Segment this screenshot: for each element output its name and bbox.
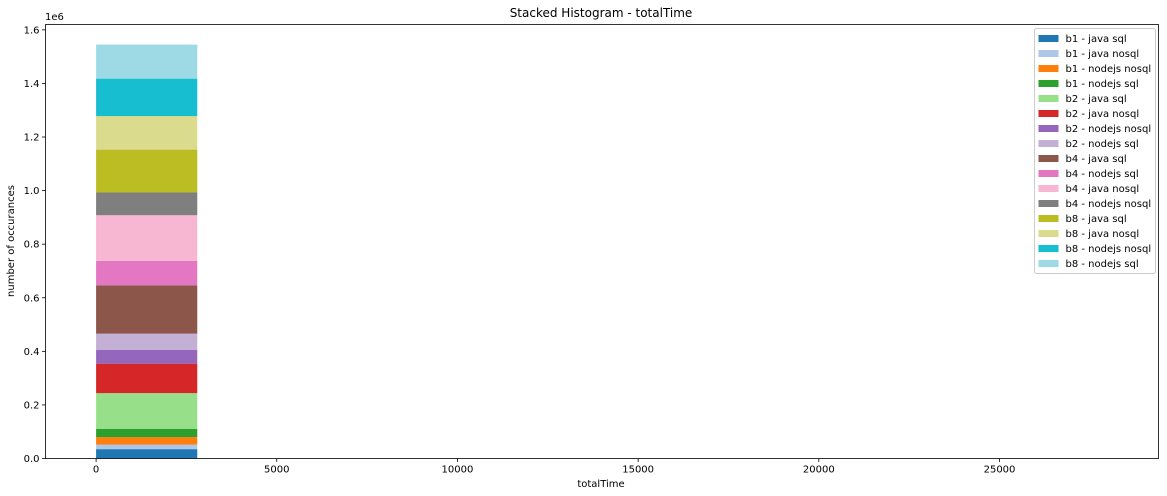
y-tick-label: 1.4 — [24, 79, 40, 90]
x-tick-label: 20000 — [803, 465, 835, 476]
legend-label: b4 - java sql — [1066, 154, 1127, 165]
legend-label: b1 - java nosql — [1066, 49, 1140, 60]
legend-swatch — [1038, 185, 1059, 192]
bar-segment-1 — [96, 444, 198, 450]
plot-bars — [96, 44, 198, 459]
x-tick-label: 5000 — [264, 465, 289, 476]
legend-label: b1 - java sql — [1066, 34, 1127, 45]
legend-swatch — [1038, 95, 1059, 102]
legend-label: b2 - nodejs nosql — [1066, 124, 1152, 135]
bar-segment-10 — [96, 215, 198, 261]
legend-label: b8 - java nosql — [1066, 229, 1140, 240]
legend-label: b2 - nodejs sql — [1066, 139, 1139, 150]
bar-segment-0 — [96, 449, 198, 459]
y-tick-label: 0.8 — [24, 240, 40, 251]
bar-segment-2 — [96, 437, 198, 445]
legend: b1 - java sql b1 - java nosql b1 - nodejs … — [1034, 28, 1156, 274]
legend-swatch — [1038, 65, 1059, 72]
bar-segment-15 — [96, 44, 198, 79]
legend-swatch — [1038, 35, 1059, 42]
x-tick-label: 25000 — [984, 465, 1016, 476]
y-tick-label: 0.2 — [24, 400, 40, 411]
y-tick-label: 0.6 — [24, 293, 40, 304]
legend-label: b2 - java nosql — [1066, 109, 1140, 120]
legend-swatch — [1038, 80, 1059, 87]
bar-segment-14 — [96, 78, 198, 117]
legend-swatch — [1038, 230, 1059, 237]
legend-label: b1 - nodejs sql — [1066, 79, 1139, 90]
legend-swatch — [1038, 110, 1059, 117]
x-tick-label: 10000 — [442, 465, 474, 476]
x-axis: 0 5000 10000 15000 20000 25000 — [93, 458, 1016, 476]
legend-swatch — [1038, 125, 1059, 132]
bar-segment-7 — [96, 333, 198, 350]
y-tick-label: 1.2 — [24, 133, 40, 144]
bar-segment-3 — [96, 428, 198, 438]
legend-label: b1 - nodejs nosql — [1066, 64, 1152, 75]
legend-label: b8 - java sql — [1066, 214, 1127, 225]
legend-swatch — [1038, 245, 1059, 252]
bar-segment-4 — [96, 393, 198, 429]
bar-segment-13 — [96, 116, 198, 150]
legend-label: b4 - nodejs nosql — [1066, 199, 1152, 210]
bar-segment-6 — [96, 349, 198, 364]
y-tick-label: 1.0 — [24, 186, 40, 197]
bar-segment-11 — [96, 192, 198, 216]
y-offset-label: 1e6 — [45, 12, 64, 23]
legend-swatch — [1038, 260, 1059, 267]
chart-title: Stacked Histogram - totalTime — [510, 6, 693, 20]
legend-swatch — [1038, 170, 1059, 177]
x-tick-label: 0 — [93, 465, 99, 476]
legend-label: b4 - nodejs sql — [1066, 169, 1139, 180]
bar-segment-9 — [96, 260, 198, 286]
y-axis: 0.0 0.2 0.4 0.6 0.8 1.0 1.2 1.4 1.6 — [24, 25, 46, 465]
y-axis-label: number of occurances — [6, 185, 17, 297]
legend-label: b8 - nodejs sql — [1066, 259, 1139, 270]
legend-label: b4 - java nosql — [1066, 184, 1140, 195]
legend-swatch — [1038, 200, 1059, 207]
legend-label: b2 - java sql — [1066, 94, 1127, 105]
legend-swatch — [1038, 140, 1059, 147]
bar-segment-5 — [96, 363, 198, 394]
y-tick-label: 1.6 — [24, 25, 40, 36]
legend-swatch — [1038, 215, 1059, 222]
x-tick-label: 15000 — [622, 465, 654, 476]
legend-swatch — [1038, 50, 1059, 57]
legend-swatch — [1038, 155, 1059, 162]
bar-segment-8 — [96, 285, 198, 334]
y-tick-label: 0.0 — [24, 454, 40, 465]
legend-label: b8 - nodejs nosql — [1066, 244, 1152, 255]
plot-frame — [45, 24, 1159, 459]
legend-box — [1034, 28, 1156, 274]
bar-segment-12 — [96, 149, 198, 193]
x-axis-label: totalTime — [577, 479, 624, 490]
y-tick-label: 0.4 — [24, 347, 40, 358]
